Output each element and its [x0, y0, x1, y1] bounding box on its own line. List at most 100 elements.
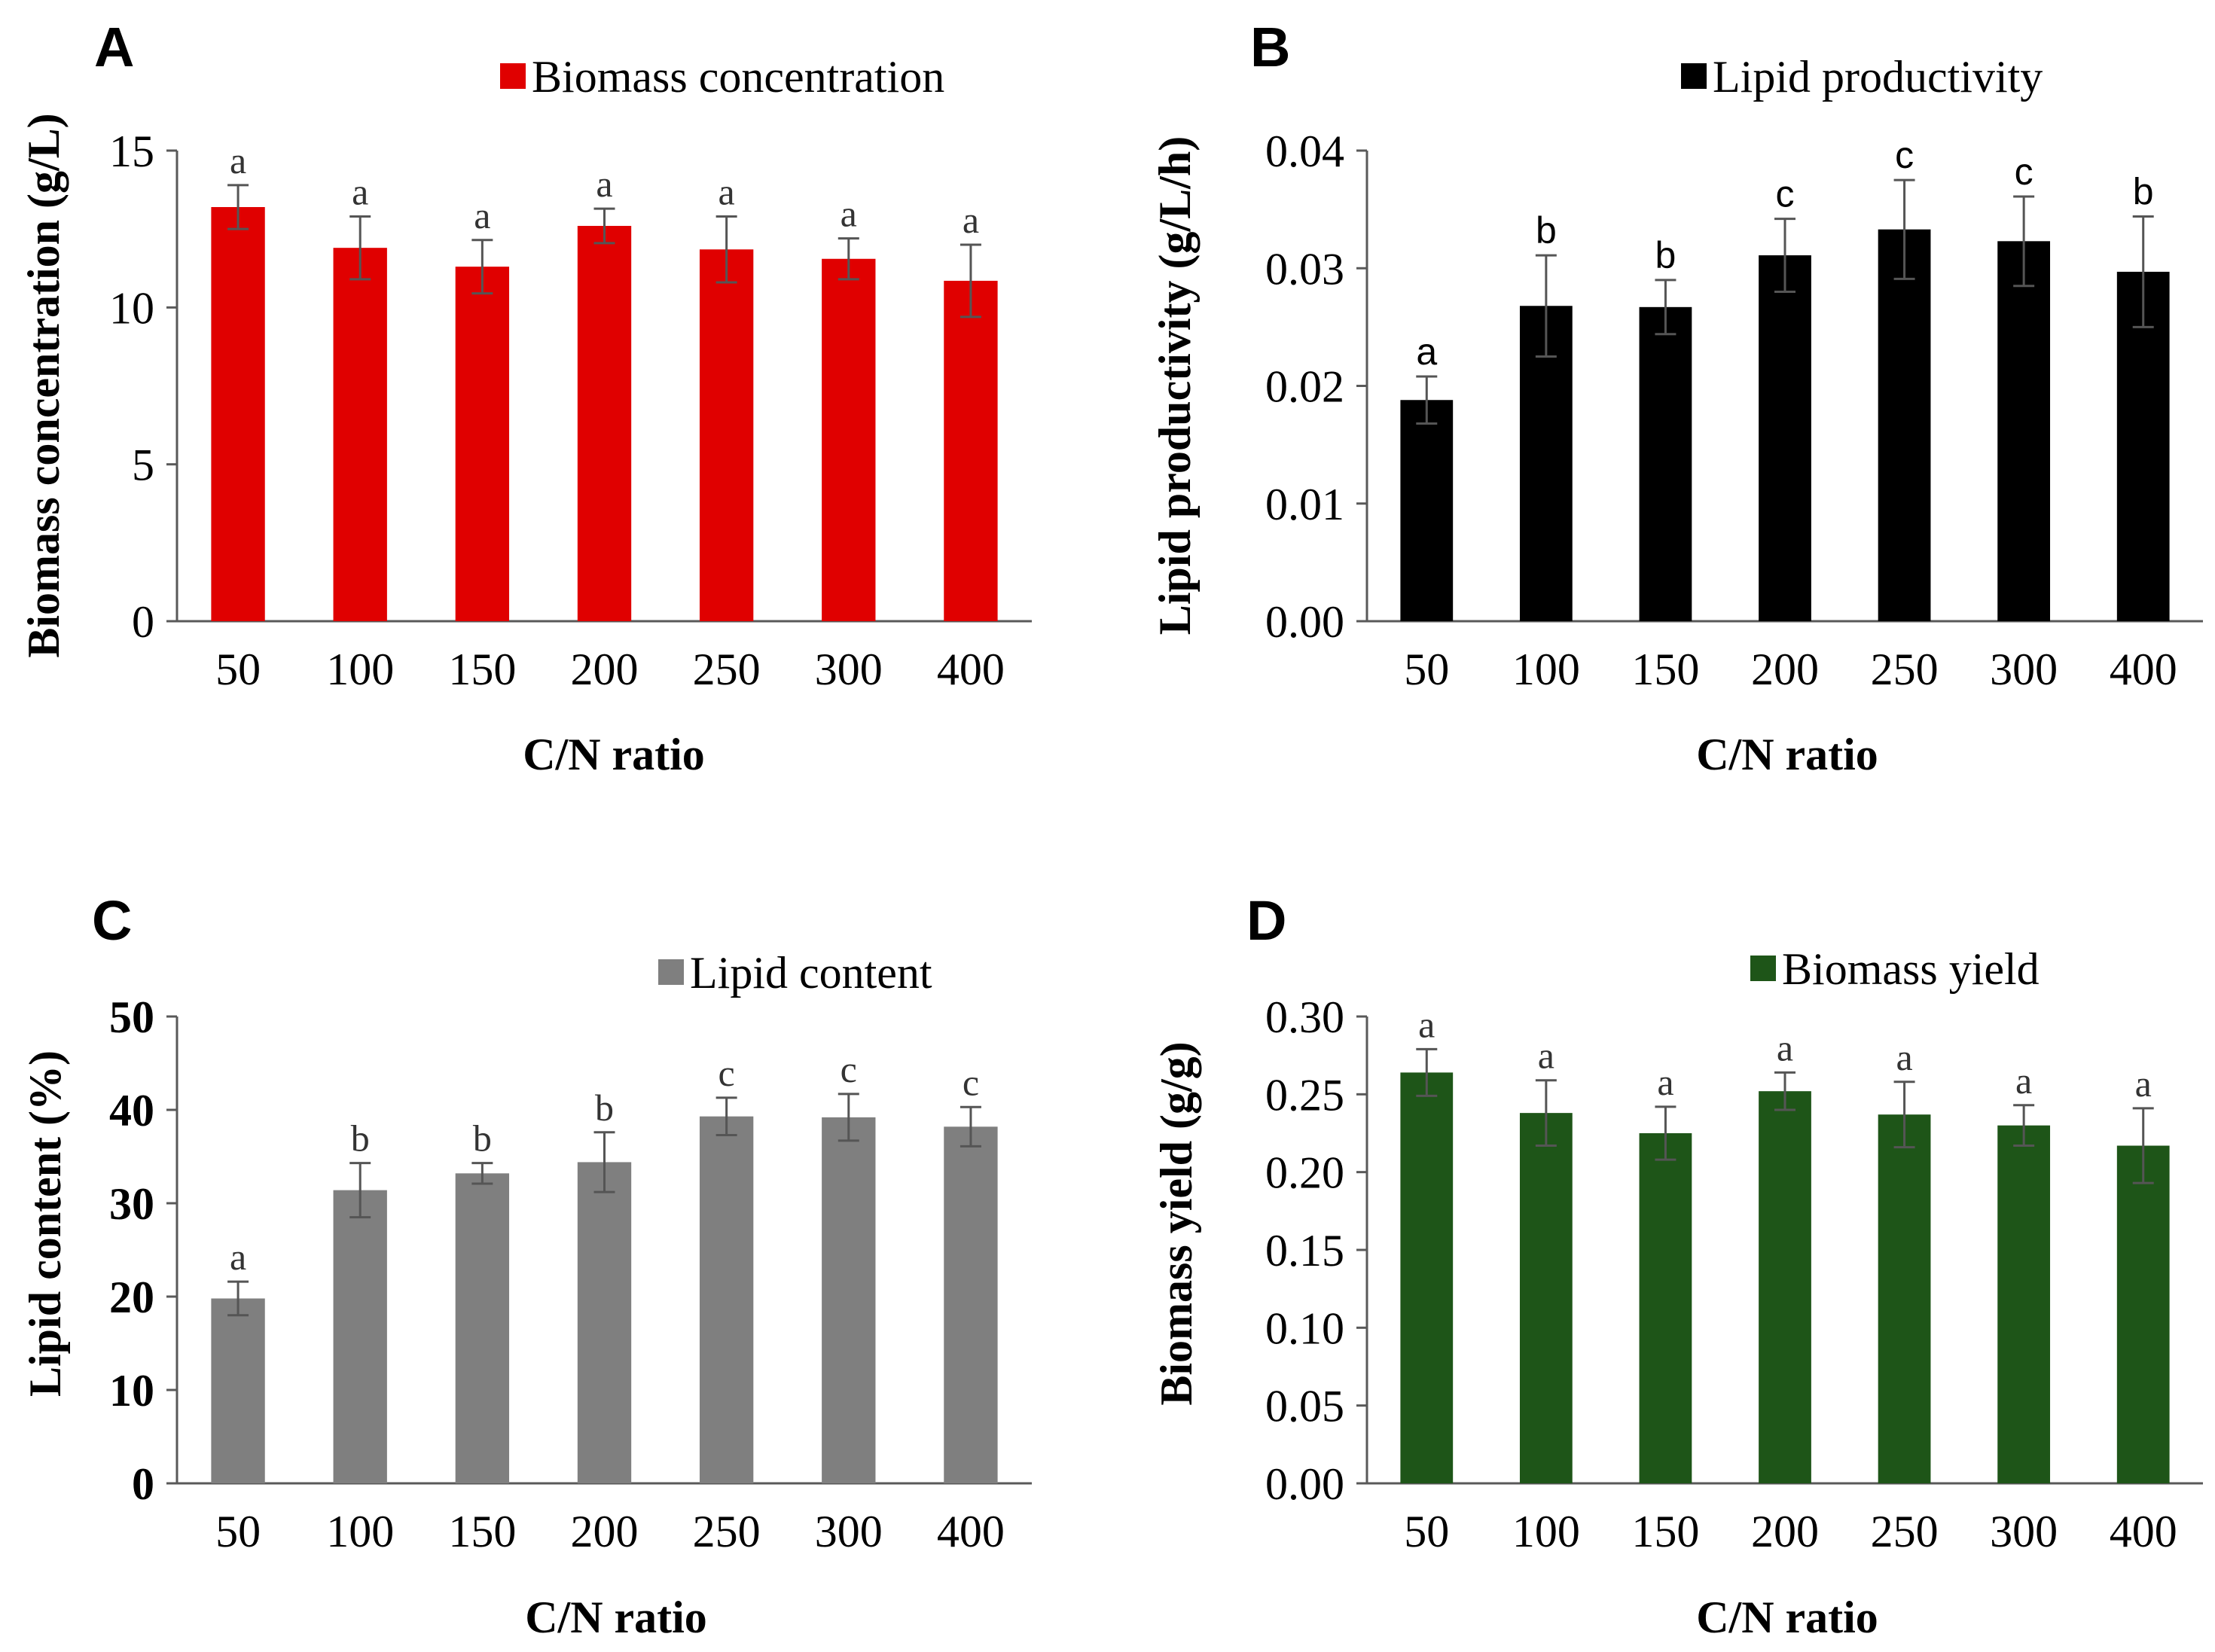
y-axis-title: Lipid content (%) [20, 1050, 70, 1397]
chart-panel-d: D Biomass yield 0.00 0.05 0.10 0.15 0.20 0.25 0.… [1152, 889, 2203, 1642]
y-tick-label: 0.01 [1265, 480, 1344, 529]
error-bar-200 [593, 207, 615, 245]
bar-150 [1639, 306, 1692, 621]
bar-300 [822, 1117, 876, 1483]
x-axis-title: C/N ratio [525, 1593, 707, 1642]
bar-100 [333, 248, 387, 621]
significance-label: b [595, 1087, 614, 1129]
bar-250 [1878, 229, 1931, 621]
error-bar-400 [2132, 215, 2154, 328]
x-tick-label: 50 [1404, 1507, 1449, 1556]
bar-250 [699, 1116, 754, 1483]
x-tick-label: 200 [1751, 1507, 1819, 1556]
bar-150 [455, 267, 510, 621]
y-tick-label: 50 [109, 992, 154, 1042]
panel-letter: D [1246, 889, 1286, 952]
error-bar-300 [837, 1093, 859, 1142]
x-tick-label: 100 [1512, 645, 1580, 694]
significance-label: a [841, 193, 857, 235]
bar-250 [1878, 1114, 1931, 1483]
legend: Biomass yield [1750, 944, 2040, 994]
bar-50 [1400, 400, 1454, 621]
significance-label: c [2015, 151, 2033, 193]
x-tick-label: 300 [1990, 1507, 2058, 1556]
significance-label: c [1895, 134, 1914, 176]
x-tick-label: 100 [1512, 1507, 1580, 1556]
legend-label: Biomass yield [1782, 944, 2040, 994]
bar-300 [1997, 1125, 2051, 1483]
error-bar-400 [960, 243, 981, 319]
significance-label: b [1536, 209, 1557, 251]
x-tick-label: 150 [448, 1507, 516, 1556]
bar-400 [2116, 1145, 2170, 1483]
x-axis-title: C/N ratio [1696, 730, 1878, 779]
y-tick-label: 15 [109, 126, 154, 176]
x-tick-label: 250 [1871, 645, 1939, 694]
x-tick-label: 400 [937, 645, 1005, 694]
significance-label: b [2133, 171, 2154, 213]
legend-swatch [500, 63, 526, 89]
x-axis-title: C/N ratio [1696, 1593, 1878, 1642]
x-tick-label: 300 [1990, 645, 2058, 694]
error-bar-50 [227, 1280, 249, 1317]
significance-label: a [1896, 1036, 1912, 1078]
y-tick-label: 10 [109, 1366, 154, 1416]
error-bar-150 [1655, 279, 1677, 336]
legend: Biomass concentration [500, 52, 944, 102]
significance-label: c [841, 1048, 857, 1090]
significance-label: a [2015, 1059, 2032, 1102]
significance-label: a [2135, 1062, 2152, 1105]
bar-250 [699, 249, 754, 621]
y-tick-label: 0.00 [1265, 1459, 1344, 1509]
error-bar-200 [1774, 1071, 1795, 1111]
error-bar-300 [837, 237, 859, 281]
error-bar-100 [349, 1162, 371, 1219]
significance-label: c [963, 1061, 979, 1103]
bar-300 [822, 258, 876, 621]
error-bar-150 [1655, 1105, 1677, 1161]
significance-label: a [1418, 1003, 1435, 1045]
y-tick-label: 30 [109, 1179, 154, 1229]
bar-200 [1759, 1091, 1811, 1483]
significance-label: a [352, 171, 368, 213]
error-bar-400 [2132, 1107, 2154, 1184]
legend: Lipid content [658, 948, 932, 998]
x-tick-label: 100 [326, 645, 394, 694]
y-tick-label: 0.30 [1265, 992, 1344, 1042]
x-tick-label: 250 [1871, 1507, 1939, 1556]
y-axis-title: Lipid productivity (g/L/h) [1150, 136, 1200, 635]
x-tick-label: 50 [215, 645, 261, 694]
panel-letter: C [92, 889, 132, 952]
error-bar-150 [471, 239, 493, 295]
y-tick-label: 0.15 [1265, 1226, 1344, 1276]
error-bar-250 [1893, 1081, 1915, 1149]
legend-swatch [1681, 63, 1707, 89]
error-bar-250 [715, 215, 737, 284]
x-tick-label: 200 [1751, 645, 1819, 694]
y-tick-label: 0 [132, 597, 154, 647]
error-bar-50 [1416, 375, 1438, 425]
error-bar-400 [960, 1105, 981, 1148]
chart-panel-b: B Lipid productivity 0.00 0.01 0.02 0.03 0.04 L… [1150, 16, 2203, 779]
error-bar-250 [1893, 178, 1915, 280]
bar-400 [944, 280, 998, 621]
y-tick-label: 5 [132, 440, 154, 490]
bar-50 [211, 207, 265, 621]
error-bar-300 [2013, 195, 2035, 288]
legend-swatch [1750, 956, 1776, 981]
error-bar-100 [1535, 1079, 1557, 1148]
error-bar-50 [227, 184, 249, 230]
error-bar-100 [1535, 254, 1557, 358]
x-tick-label: 200 [571, 1507, 639, 1556]
legend-swatch [658, 959, 684, 985]
significance-label: a [963, 199, 979, 241]
x-tick-label: 300 [815, 1507, 883, 1556]
significance-label: b [1655, 234, 1677, 276]
y-tick-label: 0.00 [1265, 597, 1344, 647]
error-bar-200 [593, 1131, 615, 1193]
y-tick-label: 0.20 [1265, 1148, 1344, 1198]
error-bar-150 [471, 1162, 493, 1185]
y-axis-title: Biomass concentration (g/L) [19, 113, 69, 657]
bar-200 [577, 1162, 632, 1483]
